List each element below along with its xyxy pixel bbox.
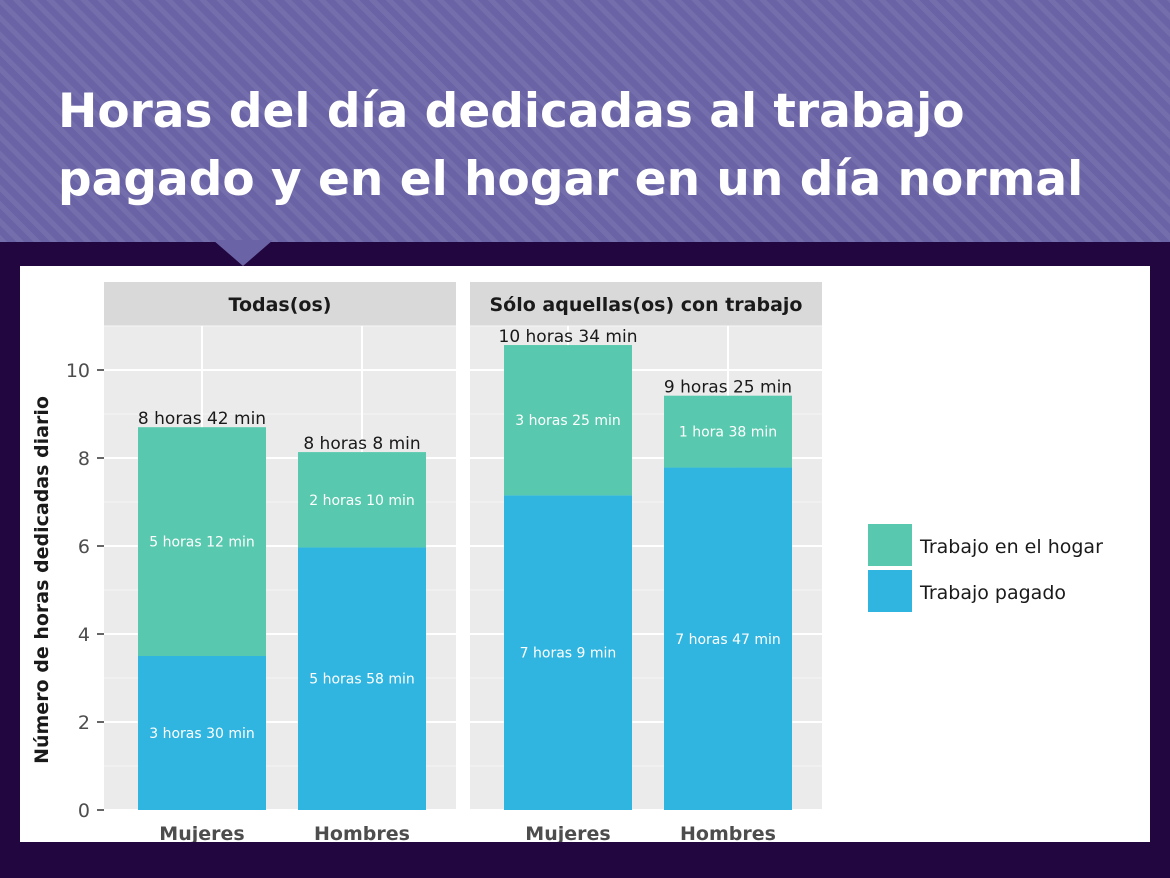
title-banner	[0, 0, 1170, 242]
bar-paid-hombres	[298, 547, 426, 810]
y-tick-label: 6	[78, 536, 90, 558]
y-tick-label: 2	[78, 712, 90, 734]
bar-total-label: 8 horas 42 min	[138, 409, 266, 429]
bar-home-hombres	[298, 452, 426, 548]
bar-label-paid: 7 horas 47 min	[675, 632, 781, 648]
bar-label-home: 3 horas 25 min	[515, 413, 621, 429]
x-tick-label: Hombres	[314, 823, 410, 842]
x-tick-label: Mujeres	[525, 823, 610, 842]
title-line-2: pagado y en el hogar en un día normal	[58, 152, 1084, 207]
bar-home-hombres	[664, 395, 792, 468]
x-tick-label: Mujeres	[159, 823, 244, 842]
facet-2: Sólo aquellas(os) con trabajo 7 horas 9 m…	[470, 282, 822, 845]
y-tick-label: 4	[78, 624, 90, 646]
facet-strip	[470, 282, 822, 326]
bar-home-mujeres	[504, 345, 632, 496]
stacked-bar-chart: Todas(os) 3 horas 30 min 5 horas 12 min 8 h…	[31, 282, 1103, 845]
y-tick-label: 8	[78, 448, 90, 470]
banner-pointer	[213, 240, 273, 266]
chart-panel: Todas(os) 3 horas 30 min 5 horas 12 min 8 h…	[20, 266, 1150, 845]
bar-label-home: 2 horas 10 min	[309, 493, 415, 509]
bar-home-mujeres	[138, 427, 266, 656]
legend-label: Trabajo pagado	[919, 582, 1066, 604]
bar-total-label: 9 horas 25 min	[664, 378, 792, 398]
page-title: Horas del día dedicadas al trabajo pagad…	[58, 78, 1148, 214]
bar-label-paid: 5 horas 58 min	[309, 672, 415, 688]
legend-label: Trabajo en el hogar	[919, 536, 1103, 558]
bar-label-paid: 7 horas 9 min	[520, 646, 617, 662]
facet-title: Todas(os)	[229, 294, 332, 316]
bar-paid-mujeres	[138, 656, 266, 810]
x-tick-label: Hombres	[680, 823, 776, 842]
facet-1: Todas(os) 3 horas 30 min 5 horas 12 min 8 h…	[104, 282, 456, 845]
bar-total-label: 8 horas 8 min	[303, 434, 420, 454]
y-tick-label: 10	[66, 360, 90, 382]
legend-swatch	[868, 524, 912, 566]
bar-label-home: 1 hora 38 min	[679, 425, 777, 441]
legend-swatch	[868, 570, 912, 612]
facet-title: Sólo aquellas(os) con trabajo	[490, 294, 803, 316]
bar-label-home: 5 horas 12 min	[149, 535, 255, 551]
bar-label-paid: 3 horas 30 min	[149, 726, 255, 742]
y-tick-label: 0	[78, 800, 90, 822]
bar-paid-mujeres	[504, 495, 632, 810]
y-axis-title: Número de horas dedicadas diario	[31, 396, 53, 764]
bar-paid-hombres	[664, 467, 792, 810]
title-line-1: Horas del día dedicadas al trabajo	[58, 84, 965, 139]
bar-total-label: 10 horas 34 min	[499, 327, 638, 347]
facet-strip	[104, 282, 456, 326]
